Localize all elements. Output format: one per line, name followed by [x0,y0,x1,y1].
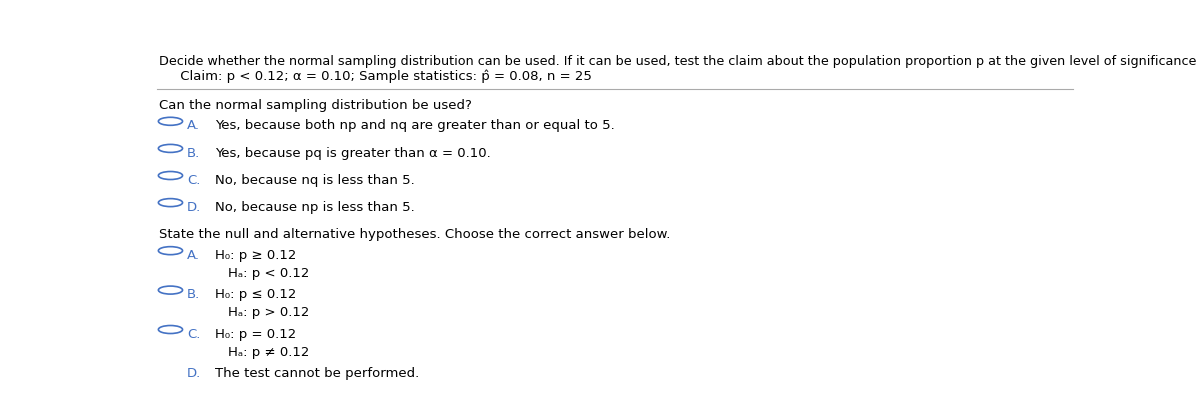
Text: C.: C. [187,174,200,187]
Text: A.: A. [187,249,200,262]
Text: H₀: p ≤ 0.12: H₀: p ≤ 0.12 [215,288,296,301]
Text: B.: B. [187,288,200,301]
Text: Yes, because both np and nq are greater than or equal to 5.: Yes, because both np and nq are greater … [215,120,614,132]
Text: No, because np is less than 5.: No, because np is less than 5. [215,201,415,214]
Text: A.: A. [187,120,200,132]
Text: Decide whether the normal sampling distribution can be used. If it can be used, : Decide whether the normal sampling distr… [160,55,1200,68]
Text: Hₐ: p < 0.12: Hₐ: p < 0.12 [228,267,310,280]
Text: No, because nq is less than 5.: No, because nq is less than 5. [215,174,415,187]
Text: Hₐ: p > 0.12: Hₐ: p > 0.12 [228,306,310,319]
Text: The test cannot be performed.: The test cannot be performed. [215,367,419,380]
Text: Can the normal sampling distribution be used?: Can the normal sampling distribution be … [160,99,472,112]
Text: C.: C. [187,328,200,341]
Text: B.: B. [187,146,200,160]
Text: D.: D. [187,367,202,380]
Text: Hₐ: p ≠ 0.12: Hₐ: p ≠ 0.12 [228,346,310,358]
Text: H₀: p = 0.12: H₀: p = 0.12 [215,328,296,341]
Text: D.: D. [187,201,202,214]
Text: State the null and alternative hypotheses. Choose the correct answer below.: State the null and alternative hypothese… [160,228,671,241]
Text: Yes, because pq is greater than α = 0.10.: Yes, because pq is greater than α = 0.10… [215,146,491,160]
Text: Claim: p < 0.12; α = 0.10; Sample statistics: p̂ = 0.08, n = 25: Claim: p < 0.12; α = 0.10; Sample statis… [160,70,592,83]
Text: H₀: p ≥ 0.12: H₀: p ≥ 0.12 [215,249,296,262]
